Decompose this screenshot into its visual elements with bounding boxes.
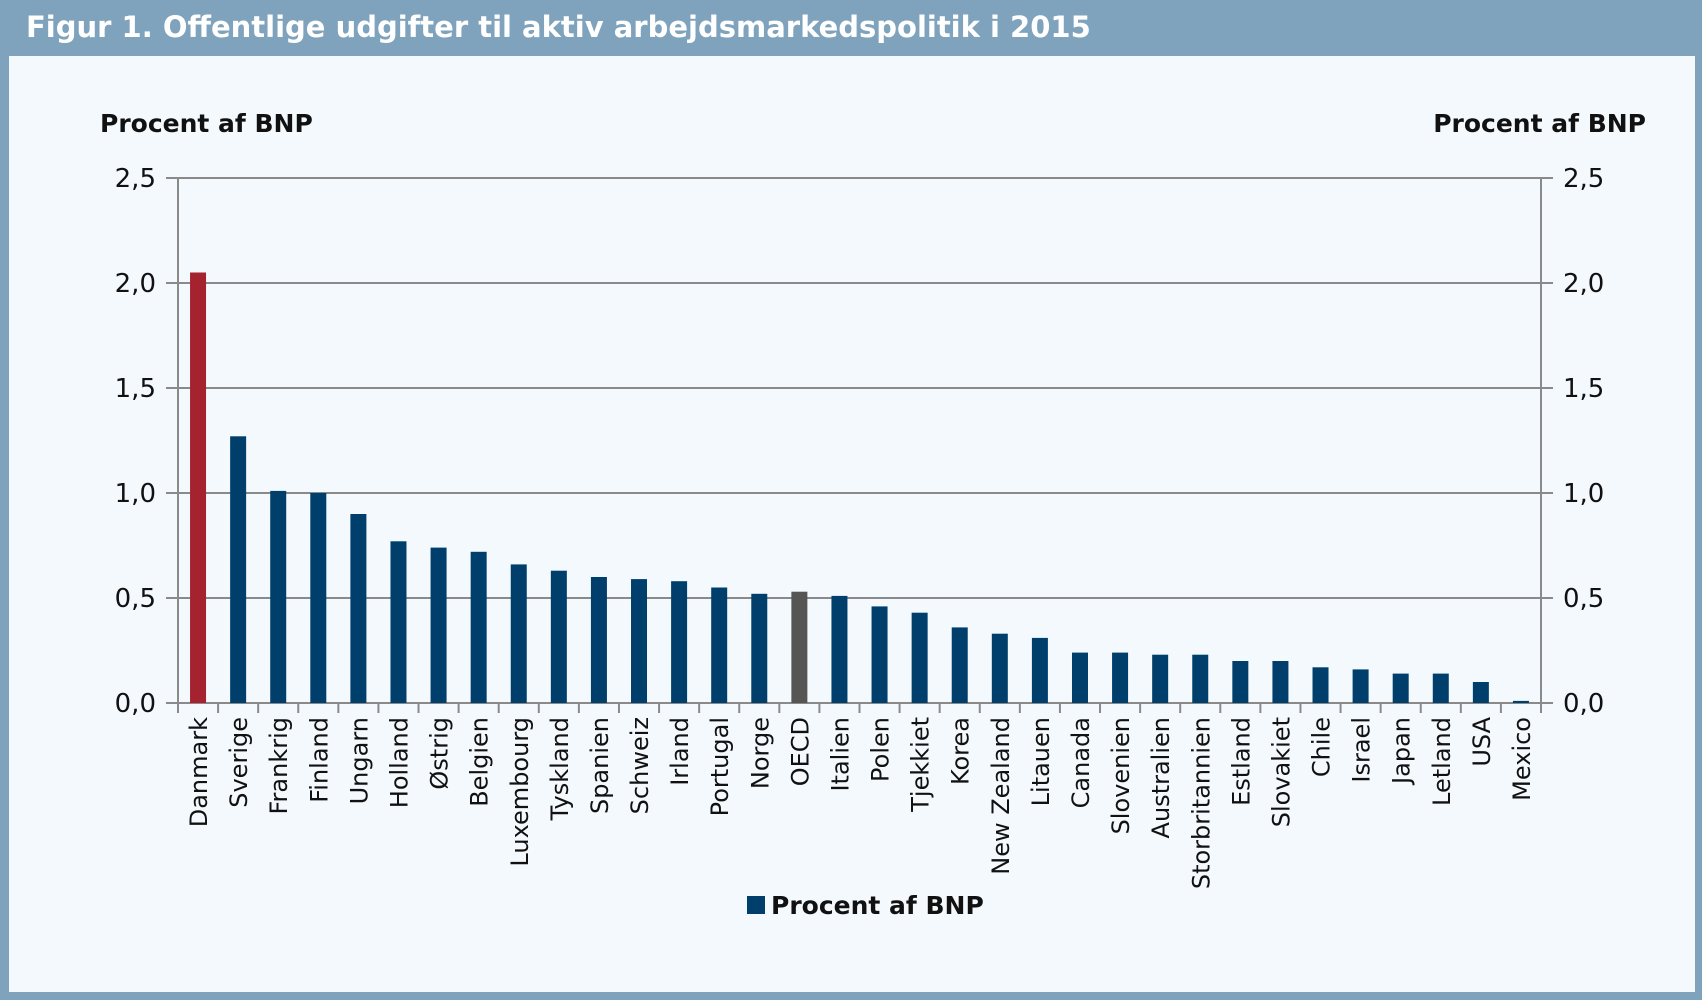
bar-polen bbox=[871, 606, 888, 703]
x-tick-label: Portugal bbox=[706, 717, 734, 816]
bar-usa bbox=[1472, 682, 1489, 703]
x-tick-label: OECD bbox=[786, 717, 814, 786]
figure-header: Figur 1. Offentlige udgifter til aktiv a… bbox=[0, 0, 1702, 56]
x-tick-label: Østrig bbox=[426, 717, 454, 790]
x-tick-label: Italien bbox=[826, 717, 854, 792]
y-tick-label-right: 2,5 bbox=[1563, 164, 1604, 194]
x-tick-label: Letland bbox=[1428, 717, 1456, 806]
y-tick-label-left: 0,0 bbox=[115, 689, 156, 719]
x-tick-label: Israel bbox=[1348, 717, 1376, 783]
bar-østrig bbox=[430, 547, 447, 703]
y-tick-label-right: 1,0 bbox=[1563, 479, 1604, 509]
x-tick-label: Slovenien bbox=[1107, 717, 1135, 834]
x-tick-label: Polen bbox=[867, 717, 895, 782]
legend-label: Procent af BNP bbox=[771, 891, 984, 920]
bar-luxembourg bbox=[510, 564, 527, 703]
x-tick-label: Tyskland bbox=[546, 717, 574, 821]
x-tick-label: Tjekkiet bbox=[907, 717, 935, 813]
bar-new-zealand bbox=[991, 633, 1008, 703]
x-tick-label: Spanien bbox=[586, 717, 614, 814]
y-axis-title-right: Procent af BNP bbox=[1433, 109, 1646, 138]
x-tick-label: Schweiz bbox=[626, 717, 654, 814]
y-tick-labels: 0,0 0,0 0,5 0,5 1,0 1,0 1,5 1,5 2,0 2,0 2,5 2,5 bbox=[115, 164, 1605, 719]
bar-slovenien bbox=[1112, 652, 1129, 703]
bar-finland bbox=[310, 493, 327, 703]
x-tick-label: Sverige bbox=[225, 717, 253, 808]
bar-holland bbox=[390, 541, 407, 703]
x-tick-label: New Zealand bbox=[987, 717, 1015, 875]
bar-korea bbox=[951, 627, 968, 703]
bar-australien bbox=[1152, 654, 1169, 703]
bar-japan bbox=[1392, 673, 1409, 703]
x-tick-label: Danmark bbox=[185, 717, 213, 827]
bar-oecd bbox=[791, 591, 808, 703]
y-tick-label-left: 2,0 bbox=[115, 269, 156, 299]
x-tick-label: Norge bbox=[746, 717, 774, 789]
y-tick-label-right: 0,5 bbox=[1563, 584, 1604, 614]
bar-danmark bbox=[190, 272, 207, 703]
x-tick-label: Litauen bbox=[1027, 717, 1055, 806]
bar-spanien bbox=[590, 577, 607, 703]
bar-chile bbox=[1312, 667, 1329, 703]
y-tick-label-left: 0,5 bbox=[115, 584, 156, 614]
chart-panel bbox=[9, 56, 1695, 992]
bars bbox=[190, 272, 1529, 703]
bar-slovakiet bbox=[1272, 661, 1289, 703]
bar-ungarn bbox=[350, 514, 367, 703]
grid-lines bbox=[166, 177, 1553, 713]
y-tick-label-left: 1,5 bbox=[115, 374, 156, 404]
x-tick-label: Frankrig bbox=[265, 717, 293, 815]
bar-irland bbox=[671, 581, 688, 703]
x-tick-label: Australien bbox=[1147, 717, 1175, 838]
x-tick-label: Chile bbox=[1308, 717, 1336, 777]
bar-belgien bbox=[470, 551, 487, 703]
bar-estland bbox=[1232, 661, 1249, 703]
figure-title: Figur 1. Offentlige udgifter til aktiv a… bbox=[26, 10, 1091, 44]
x-tick-label: Finland bbox=[305, 717, 333, 803]
bar-norge bbox=[751, 593, 768, 703]
y-tick-label-left: 1,0 bbox=[115, 479, 156, 509]
x-tick-label: Mexico bbox=[1508, 717, 1536, 801]
bar-tjekkiet bbox=[911, 612, 928, 703]
bar-schweiz bbox=[631, 579, 648, 703]
bar-italien bbox=[831, 595, 848, 703]
bar-litauen bbox=[1031, 637, 1048, 703]
x-tick-label: Slovakiet bbox=[1267, 717, 1295, 827]
x-tick-label: Luxembourg bbox=[506, 717, 534, 867]
bar-canada bbox=[1071, 652, 1088, 703]
x-tick-label: Belgien bbox=[466, 717, 494, 807]
x-tick-label: Holland bbox=[385, 717, 413, 808]
x-tick-label: Canada bbox=[1067, 717, 1095, 808]
x-tick-label: Korea bbox=[947, 717, 975, 785]
bar-sverige bbox=[230, 436, 247, 703]
bar-israel bbox=[1352, 669, 1369, 703]
x-tick-label: Japan bbox=[1388, 717, 1416, 786]
bar-storbritannien bbox=[1192, 654, 1209, 703]
y-tick-label-right: 0,0 bbox=[1563, 689, 1604, 719]
x-tick-label: Estland bbox=[1227, 717, 1255, 806]
x-tick-label: USA bbox=[1468, 716, 1496, 766]
y-tick-label-right: 2,0 bbox=[1563, 269, 1604, 299]
x-tick-label: Storbritannien bbox=[1187, 717, 1215, 889]
x-tick-label: Irland bbox=[666, 717, 694, 786]
bar-tyskland bbox=[550, 570, 567, 703]
x-tick-labels: Danmark Sverige Frankrig Finland Ungarn Holla… bbox=[185, 716, 1536, 889]
bar-frankrig bbox=[270, 490, 287, 703]
bar-letland bbox=[1432, 673, 1449, 703]
x-tick-label: Ungarn bbox=[345, 717, 373, 804]
legend: Procent af BNP bbox=[747, 891, 984, 920]
y-tick-label-left: 2,5 bbox=[115, 164, 156, 194]
y-axis-title-left: Procent af BNP bbox=[100, 109, 313, 138]
bar-mexico bbox=[1512, 700, 1529, 703]
legend-swatch bbox=[747, 896, 765, 914]
bar-portugal bbox=[711, 587, 728, 703]
y-tick-label-right: 1,5 bbox=[1563, 374, 1604, 404]
